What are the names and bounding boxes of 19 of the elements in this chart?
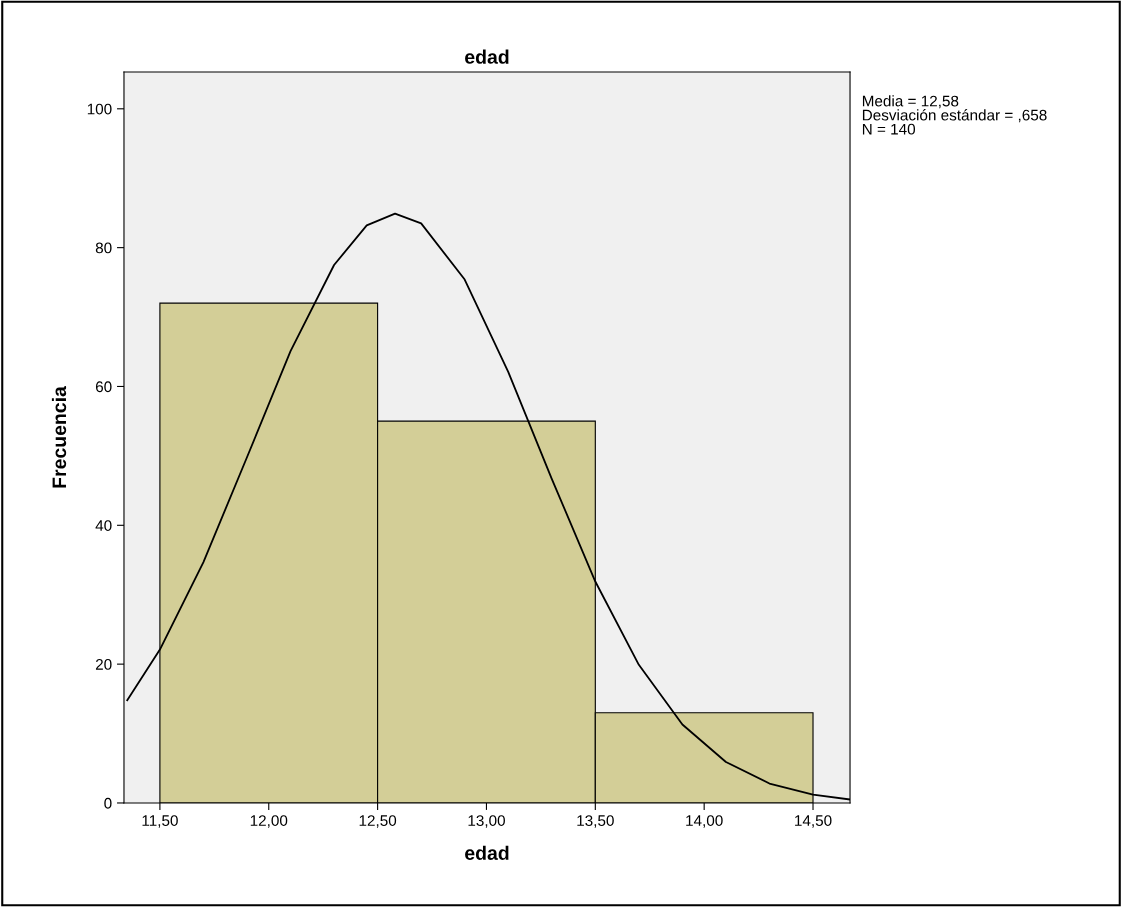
- text: N = 140: [862, 123, 916, 135]
- x-tick-label: 13,00: [468, 815, 505, 828]
- chart-title: edad: [465, 49, 509, 64]
- y-axis-title: Frecuencia: [51, 386, 67, 488]
- y-tick-label: 60: [95, 381, 112, 393]
- y-tick-label: 80: [95, 242, 112, 254]
- x-tick-label: 11,50: [142, 815, 178, 828]
- y-tick-label: 100: [87, 103, 112, 115]
- x-tick-label: 12,00: [250, 815, 288, 828]
- x-tick-label: 14,50: [795, 815, 832, 828]
- x-tick-label: 13,50: [577, 815, 614, 828]
- y-tick-label: 20: [95, 659, 112, 670]
- y-tick-label: 0: [104, 797, 112, 809]
- y-tick-label: 40: [95, 520, 112, 531]
- x-tick-label: 12,50: [359, 815, 397, 828]
- text: Desviación estándar = ,658: [862, 109, 1047, 123]
- x-axis-title: edad: [465, 845, 509, 860]
- text: Media = 12,58: [862, 95, 959, 109]
- x-tick-label: 14,00: [686, 815, 723, 828]
